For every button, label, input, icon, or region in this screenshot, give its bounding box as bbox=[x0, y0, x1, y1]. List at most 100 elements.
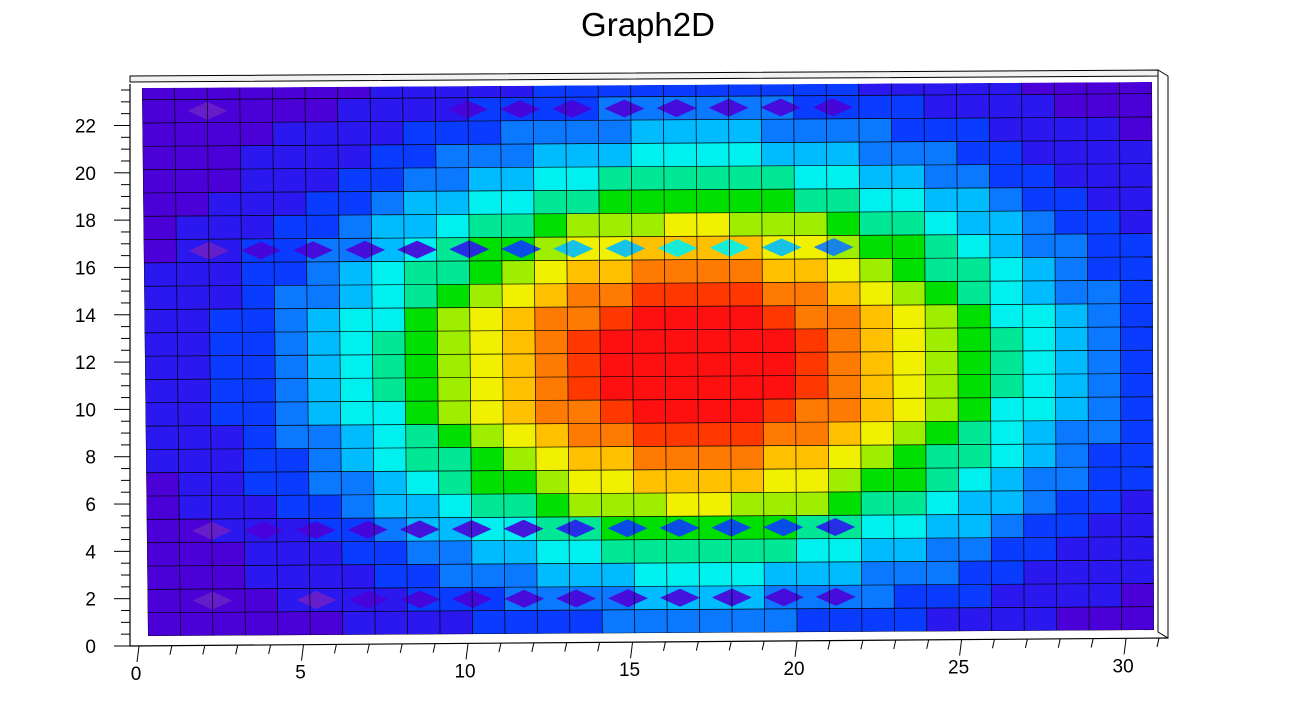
surface-cell bbox=[1054, 82, 1087, 95]
surface-cell bbox=[143, 262, 177, 287]
surface-cell bbox=[533, 167, 567, 191]
surface-cell bbox=[827, 351, 861, 376]
surface-cell bbox=[370, 121, 404, 145]
surface-cell bbox=[1121, 490, 1154, 514]
surface-cell bbox=[309, 541, 342, 566]
surface-cell bbox=[272, 122, 306, 146]
x-tick-label: 25 bbox=[948, 658, 969, 679]
surface-cell bbox=[407, 610, 441, 635]
surface-cell bbox=[537, 586, 570, 611]
surface-cell bbox=[958, 561, 992, 585]
surface-cells bbox=[142, 82, 1154, 636]
surface-cell bbox=[1120, 420, 1154, 444]
surface-cell bbox=[175, 122, 208, 147]
surface-cell bbox=[1055, 397, 1089, 421]
surface-cell bbox=[244, 541, 278, 566]
surface-cell bbox=[990, 397, 1024, 422]
surface-cell bbox=[1023, 397, 1056, 421]
surface-cell bbox=[308, 448, 342, 472]
surface-cell bbox=[893, 444, 926, 469]
surface-cell bbox=[731, 539, 765, 563]
surface-cell bbox=[1022, 304, 1056, 328]
surface-cell bbox=[861, 561, 895, 586]
surface-cell bbox=[568, 446, 602, 471]
surface-cell bbox=[209, 285, 242, 310]
surface-cell bbox=[1023, 467, 1056, 491]
surface-cell bbox=[209, 262, 242, 286]
surface-cell bbox=[1086, 93, 1120, 118]
surface-cell bbox=[795, 398, 829, 423]
y-tick-label: 20 bbox=[75, 164, 96, 185]
surface-cell bbox=[925, 304, 958, 329]
x-tick-minor bbox=[1057, 638, 1061, 648]
surface-cell bbox=[146, 495, 180, 520]
surface-cell bbox=[569, 540, 602, 564]
surface-cell bbox=[274, 285, 308, 309]
surface-cell bbox=[339, 331, 373, 355]
surface-cell bbox=[277, 588, 310, 612]
surface-cell bbox=[210, 355, 243, 380]
surface-cell bbox=[631, 143, 664, 167]
surface-cell bbox=[632, 259, 665, 284]
surface-cell bbox=[1056, 513, 1089, 538]
surface-cell bbox=[372, 354, 406, 379]
surface-cell bbox=[601, 493, 634, 517]
surface-cell bbox=[764, 562, 797, 586]
surface-cell bbox=[305, 98, 338, 122]
surface-cell bbox=[308, 471, 342, 496]
surface-cell bbox=[374, 517, 407, 542]
surface-cell bbox=[730, 399, 764, 423]
surface-cell bbox=[859, 258, 893, 282]
mesh-line-x bbox=[630, 85, 636, 634]
surface-cell bbox=[1024, 607, 1057, 631]
surface-cell bbox=[370, 98, 403, 122]
surface-cell bbox=[145, 379, 178, 403]
surface-cell bbox=[598, 190, 632, 214]
surface-cell bbox=[308, 401, 341, 426]
surface-cell bbox=[147, 589, 181, 613]
surface-cell bbox=[1055, 280, 1088, 305]
surface-cell bbox=[926, 584, 960, 608]
surface-cell bbox=[924, 164, 957, 189]
surface-cell bbox=[989, 187, 1023, 212]
surface-depression bbox=[348, 590, 389, 609]
surface-cell bbox=[893, 491, 927, 515]
surface-cell bbox=[306, 261, 340, 286]
surface-cell bbox=[535, 423, 569, 448]
surface-cell bbox=[892, 328, 926, 352]
x-tick-minor bbox=[235, 645, 239, 655]
surface-cell bbox=[472, 610, 505, 635]
surface-cell bbox=[535, 446, 569, 471]
surface-cell bbox=[859, 141, 892, 166]
surface-cell bbox=[1056, 583, 1089, 608]
surface-cell bbox=[240, 192, 274, 216]
surface-cell bbox=[761, 212, 795, 236]
y-tick-label: 14 bbox=[75, 306, 97, 327]
surface-cell bbox=[1120, 256, 1153, 281]
surface-cell bbox=[795, 305, 828, 329]
surface-cell bbox=[665, 446, 699, 470]
surface-cell bbox=[403, 214, 437, 238]
surface-cell bbox=[503, 493, 537, 518]
surface-cell bbox=[275, 401, 309, 426]
surface-cell bbox=[1088, 513, 1122, 538]
surface-cell bbox=[989, 211, 1023, 235]
surface-cell bbox=[533, 85, 566, 98]
surface-cell bbox=[405, 401, 439, 425]
surface-cell bbox=[503, 447, 537, 471]
surface-cell bbox=[795, 328, 828, 353]
surface-cell bbox=[794, 188, 827, 213]
surface-cell bbox=[567, 283, 600, 307]
surface-cell bbox=[924, 211, 958, 235]
surface-cell bbox=[796, 538, 830, 563]
surface-cell bbox=[699, 539, 732, 563]
surface-depression bbox=[240, 241, 281, 260]
surface-cell bbox=[828, 468, 862, 492]
surface-cell bbox=[924, 188, 958, 212]
surface-cell bbox=[795, 375, 829, 399]
surface-cell bbox=[534, 260, 568, 284]
surface-cell bbox=[664, 306, 698, 330]
surface-cell bbox=[925, 421, 959, 445]
surface-cell bbox=[796, 585, 830, 609]
surface-cell bbox=[1088, 443, 1121, 468]
